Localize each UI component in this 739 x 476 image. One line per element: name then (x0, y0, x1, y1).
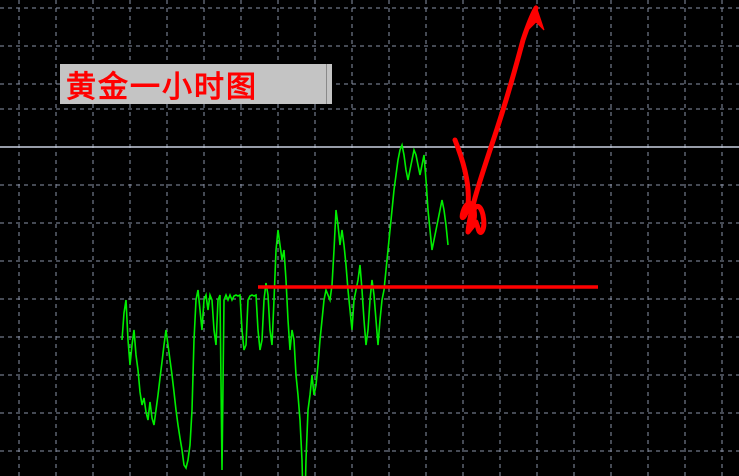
label-divider (326, 64, 327, 104)
chart-title-label: 黄金一小时图 (60, 64, 332, 104)
price-line-series (122, 145, 448, 476)
chart-title-text: 黄金一小时图 (66, 62, 258, 106)
hourly-gold-chart: 黄金一小时图 (0, 0, 739, 476)
trend-arrow-annotation (455, 6, 544, 232)
